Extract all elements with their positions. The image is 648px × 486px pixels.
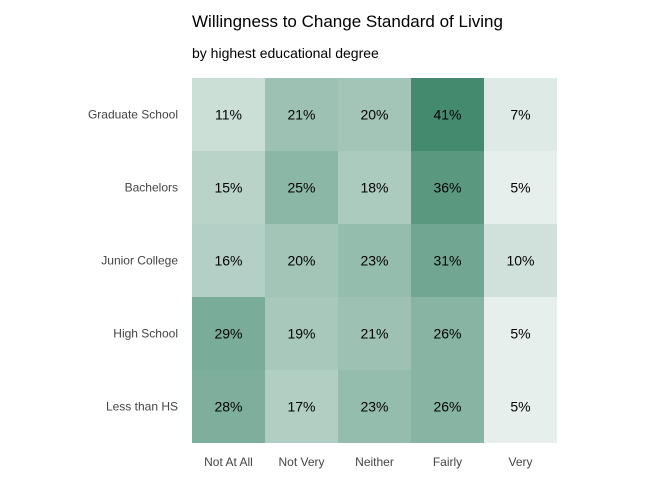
heatmap-cell	[265, 224, 338, 297]
cell-value-label: 41%	[433, 107, 461, 123]
heatmap-cell	[192, 78, 265, 151]
heatmap-cell	[338, 78, 411, 151]
cell-value-label: 36%	[433, 180, 461, 196]
y-tick-label: Graduate School	[88, 108, 178, 122]
heatmap-cell	[338, 297, 411, 370]
cell-value-label: 5%	[510, 326, 530, 342]
heatmap-cell	[192, 151, 265, 224]
cell-value-label: 21%	[287, 107, 315, 123]
cell-value-label: 7%	[510, 107, 530, 123]
y-tick-label: Bachelors	[125, 181, 178, 195]
cell-value-label: 26%	[433, 399, 461, 415]
heatmap-cell	[265, 78, 338, 151]
x-tick-label: Neither	[355, 455, 394, 469]
heatmap-cell	[338, 151, 411, 224]
heatmap-cell	[411, 224, 484, 297]
cell-value-label: 17%	[287, 399, 315, 415]
chart-title: Willingness to Change Standard of Living	[192, 12, 503, 31]
chart-subtitle: by highest educational degree	[192, 45, 379, 61]
heatmap-cell	[484, 370, 557, 443]
x-tick-label: Very	[508, 455, 532, 469]
cell-value-label: 5%	[510, 180, 530, 196]
heatmap-cell	[192, 370, 265, 443]
heatmap-cell	[411, 297, 484, 370]
heatmap-cell	[484, 297, 557, 370]
cell-value-label: 18%	[360, 180, 388, 196]
y-tick-label: High School	[113, 327, 178, 341]
heatmap-cell	[484, 151, 557, 224]
heatmap-cell	[484, 224, 557, 297]
cell-value-label: 11%	[215, 107, 242, 123]
x-tick-label: Fairly	[433, 455, 462, 469]
heatmap-cell	[411, 370, 484, 443]
cell-value-label: 28%	[214, 399, 242, 415]
cell-value-label: 23%	[360, 253, 388, 269]
heatmap-cell	[265, 297, 338, 370]
cell-value-label: 16%	[214, 253, 242, 269]
heatmap-cell	[192, 224, 265, 297]
cell-value-label: 31%	[433, 253, 461, 269]
cell-value-label: 10%	[506, 253, 534, 269]
x-tick-label: Not At All	[204, 455, 253, 469]
heatmap-cell	[411, 78, 484, 151]
y-tick-label: Less than HS	[106, 400, 178, 414]
cell-value-label: 20%	[287, 253, 315, 269]
cell-value-label: 19%	[287, 326, 315, 342]
heatmap-cell	[338, 370, 411, 443]
y-tick-label: Junior College	[101, 254, 178, 268]
cell-value-label: 5%	[510, 399, 530, 415]
heatmap-cell	[411, 151, 484, 224]
heatmap-cell	[192, 297, 265, 370]
cell-value-label: 26%	[433, 326, 461, 342]
cell-value-label: 29%	[214, 326, 242, 342]
cell-value-label: 23%	[360, 399, 388, 415]
heatmap-cell	[265, 370, 338, 443]
heatmap-cell	[484, 78, 557, 151]
heatmap-cell	[265, 151, 338, 224]
cell-value-label: 20%	[360, 107, 388, 123]
x-tick-label: Not Very	[278, 455, 324, 469]
cell-value-label: 21%	[360, 326, 388, 342]
cell-value-label: 15%	[214, 180, 242, 196]
cell-value-label: 25%	[287, 180, 315, 196]
heatmap-cell	[338, 224, 411, 297]
